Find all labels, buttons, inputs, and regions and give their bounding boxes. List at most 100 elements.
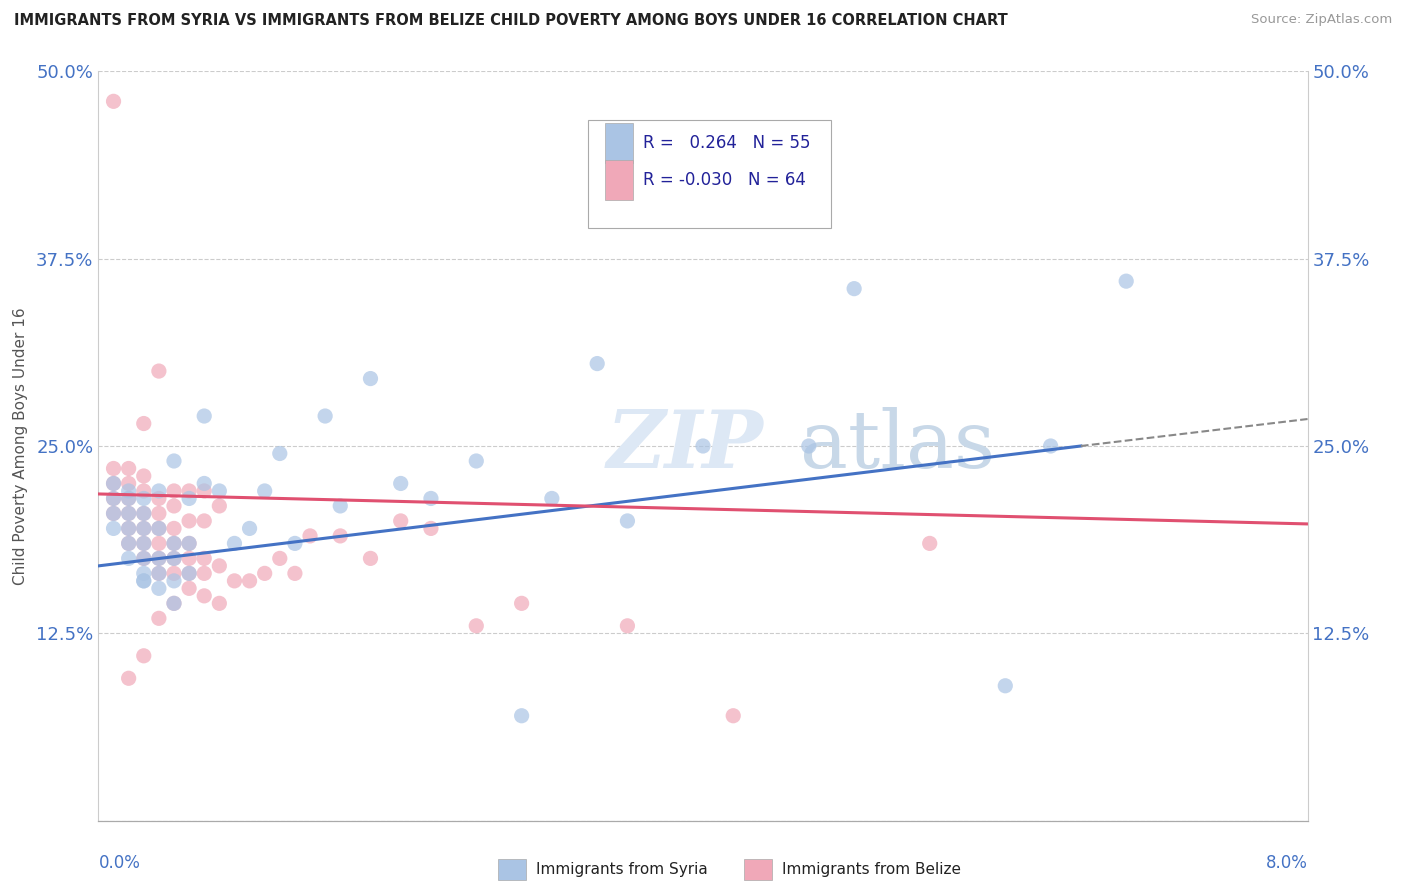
Point (269, 551, 291, 566)
Point (465, 454, 488, 468)
Point (284, 536, 307, 550)
Point (103, 491, 125, 506)
Point (193, 589, 215, 603)
Point (103, 476, 125, 491)
Point (179, 566, 201, 581)
Text: ZIP: ZIP (606, 408, 763, 484)
Point (103, 95, 125, 109)
Point (208, 499, 231, 513)
Point (148, 582, 170, 596)
Point (118, 507, 141, 521)
Text: Source: ZipAtlas.com: Source: ZipAtlas.com (1251, 13, 1392, 27)
Point (148, 611, 170, 625)
Point (179, 491, 201, 506)
Text: 8.0%: 8.0% (1265, 855, 1308, 872)
Text: IMMIGRANTS FROM SYRIA VS IMMIGRANTS FROM BELIZE CHILD POVERTY AMONG BOYS UNDER 1: IMMIGRANTS FROM SYRIA VS IMMIGRANTS FROM… (14, 13, 1008, 29)
Point (118, 461, 141, 475)
Point (510, 708, 533, 723)
Point (1115, 274, 1137, 288)
Point (208, 558, 231, 573)
Point (420, 491, 443, 506)
Point (132, 417, 155, 431)
Point (163, 499, 186, 513)
Text: R = -0.030   N = 64: R = -0.030 N = 64 (643, 171, 806, 189)
Point (299, 529, 322, 543)
Point (208, 483, 231, 498)
Point (179, 536, 201, 550)
Point (269, 446, 291, 460)
Point (132, 521, 155, 535)
Point (163, 551, 186, 566)
Text: Immigrants from Belize: Immigrants from Belize (782, 863, 960, 877)
Point (360, 371, 382, 385)
Point (179, 514, 201, 528)
Text: atlas: atlas (800, 407, 995, 485)
Point (103, 507, 125, 521)
Point (179, 566, 201, 581)
Point (103, 521, 125, 535)
Point (193, 476, 215, 491)
Point (586, 357, 609, 371)
Point (193, 483, 215, 498)
Point (163, 454, 186, 468)
Point (148, 551, 170, 566)
Text: R =   0.264   N = 55: R = 0.264 N = 55 (643, 134, 811, 153)
Point (148, 566, 170, 581)
Point (132, 507, 155, 521)
Point (163, 574, 186, 588)
Point (314, 409, 336, 423)
Point (103, 461, 125, 475)
Point (163, 536, 186, 550)
Point (132, 536, 155, 550)
Point (163, 596, 186, 610)
Point (118, 536, 141, 550)
Point (193, 514, 215, 528)
Point (540, 491, 562, 506)
Point (148, 483, 170, 498)
Point (253, 483, 276, 498)
Point (918, 536, 941, 550)
Point (994, 679, 1017, 693)
Point (118, 491, 141, 506)
Point (103, 476, 125, 491)
Point (118, 521, 141, 535)
Point (132, 574, 155, 588)
Point (118, 483, 141, 498)
Point (389, 514, 412, 528)
Point (329, 499, 352, 513)
Point (723, 708, 745, 723)
Point (132, 469, 155, 483)
Point (179, 483, 201, 498)
Point (510, 596, 533, 610)
Point (148, 491, 170, 506)
Point (179, 551, 201, 566)
Point (163, 521, 186, 535)
Point (360, 551, 382, 566)
Point (118, 536, 141, 550)
Point (132, 551, 155, 566)
Point (208, 596, 231, 610)
Text: 0.0%: 0.0% (98, 855, 141, 872)
Point (132, 566, 155, 581)
Point (132, 507, 155, 521)
Point (132, 551, 155, 566)
Point (284, 566, 307, 581)
Point (389, 476, 412, 491)
Point (329, 529, 352, 543)
Point (148, 507, 170, 521)
Point (118, 507, 141, 521)
Point (224, 536, 246, 550)
Point (132, 536, 155, 550)
Point (420, 521, 443, 535)
Point (148, 521, 170, 535)
Point (179, 582, 201, 596)
Y-axis label: Child Poverty Among Boys Under 16: Child Poverty Among Boys Under 16 (13, 307, 28, 585)
Point (132, 521, 155, 535)
Point (148, 551, 170, 566)
Point (163, 483, 186, 498)
Point (103, 491, 125, 506)
Point (163, 596, 186, 610)
Point (118, 551, 141, 566)
Point (132, 491, 155, 506)
Point (148, 364, 170, 378)
